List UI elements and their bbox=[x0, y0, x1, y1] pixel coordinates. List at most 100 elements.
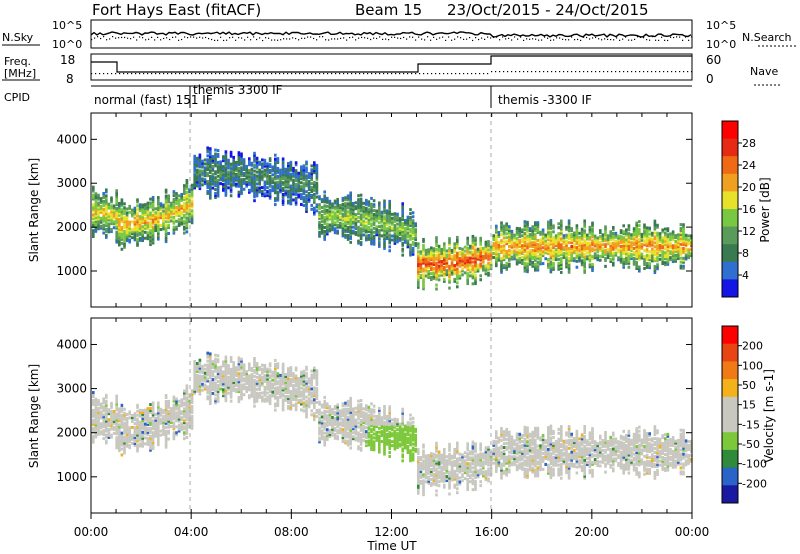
power-cell bbox=[531, 241, 534, 245]
velocity-cell bbox=[105, 411, 108, 415]
power-cell bbox=[508, 248, 511, 252]
power-cell bbox=[333, 199, 337, 203]
power-cell bbox=[573, 235, 576, 239]
power-cell bbox=[209, 190, 212, 194]
power-cell bbox=[227, 172, 230, 176]
power-cell bbox=[479, 264, 482, 268]
power-cell bbox=[690, 234, 693, 238]
power-cell bbox=[497, 248, 501, 252]
power-cell bbox=[645, 265, 649, 269]
power-cell bbox=[214, 164, 217, 168]
velocity-cell bbox=[185, 430, 189, 434]
power-cell bbox=[638, 233, 641, 237]
power-cell bbox=[297, 171, 300, 175]
power-cell bbox=[370, 202, 373, 206]
nsearch-point bbox=[307, 36, 309, 38]
power-cell bbox=[383, 237, 386, 241]
velocity-cell bbox=[144, 412, 147, 416]
power-cell bbox=[253, 193, 256, 197]
power-cell bbox=[531, 233, 534, 237]
nsearch-point bbox=[679, 36, 681, 38]
power-cell bbox=[547, 258, 550, 262]
power-cell bbox=[133, 206, 137, 210]
power-cell bbox=[648, 244, 651, 248]
velocity-cell bbox=[164, 435, 168, 439]
power-cell bbox=[310, 186, 313, 190]
power-cell bbox=[417, 285, 420, 289]
power-cell bbox=[94, 210, 98, 214]
power-cell bbox=[149, 225, 152, 229]
velocity-cell bbox=[141, 440, 144, 444]
power-cell bbox=[414, 230, 417, 234]
colorbar-segment bbox=[722, 279, 738, 298]
power-cell bbox=[401, 231, 404, 235]
power-cell bbox=[372, 199, 376, 203]
power-cell bbox=[536, 254, 540, 258]
power-cell bbox=[437, 244, 441, 248]
nsearch-point bbox=[313, 37, 315, 40]
power-cell bbox=[461, 257, 464, 261]
velocity-cell bbox=[172, 395, 176, 399]
velocity-cell bbox=[115, 412, 118, 416]
nsearch-point bbox=[130, 38, 132, 40]
power-cell bbox=[591, 229, 594, 233]
power-cell bbox=[422, 281, 425, 285]
velocity-cell bbox=[97, 420, 100, 424]
velocity-cell bbox=[206, 385, 209, 389]
power-cell bbox=[450, 268, 454, 272]
power-cell bbox=[671, 234, 675, 238]
power-cell bbox=[138, 219, 142, 223]
power-cell bbox=[380, 220, 384, 224]
power-cell bbox=[469, 258, 472, 262]
power-cell bbox=[266, 168, 269, 172]
power-cell bbox=[510, 235, 514, 239]
power-cell bbox=[222, 171, 225, 175]
power-cell bbox=[479, 248, 482, 252]
velocity-cell bbox=[185, 428, 189, 432]
power-cell bbox=[502, 250, 506, 254]
power-cell bbox=[487, 271, 490, 275]
velocity-cell bbox=[185, 396, 189, 400]
nsearch-point bbox=[361, 36, 363, 39]
power-cell bbox=[645, 240, 649, 244]
power-cell bbox=[508, 262, 511, 266]
power-cell bbox=[136, 233, 139, 237]
velocity-cell bbox=[209, 384, 212, 388]
power-cell bbox=[435, 261, 438, 265]
power-cell bbox=[149, 223, 152, 227]
power-cell bbox=[92, 231, 95, 235]
power-cell bbox=[417, 279, 420, 283]
velocity-cell bbox=[141, 414, 144, 418]
power-cell bbox=[237, 159, 241, 163]
nave-point bbox=[91, 73, 93, 75]
power-cell bbox=[250, 183, 254, 187]
power-cell bbox=[235, 166, 238, 170]
velocity-cell bbox=[123, 411, 126, 415]
velocity-cell bbox=[198, 360, 202, 364]
power-cell bbox=[567, 229, 571, 233]
power-cell bbox=[224, 158, 228, 162]
velocity-cell bbox=[118, 427, 121, 431]
power-cell bbox=[196, 160, 199, 164]
power-cell bbox=[242, 162, 246, 166]
power-cell bbox=[154, 207, 157, 211]
power-cell bbox=[505, 226, 508, 230]
power-cell bbox=[456, 277, 459, 281]
velocity-cell bbox=[118, 435, 121, 439]
power-cell bbox=[471, 260, 475, 264]
power-cell bbox=[209, 178, 212, 182]
power-cell bbox=[445, 259, 449, 263]
power-cell bbox=[388, 227, 391, 231]
power-cell bbox=[453, 254, 456, 258]
velocity-cell bbox=[183, 393, 186, 397]
power-cell bbox=[102, 219, 105, 223]
power-cell bbox=[354, 215, 358, 219]
power-cell bbox=[136, 243, 139, 247]
power-cell bbox=[211, 166, 215, 170]
power-cell bbox=[567, 251, 571, 255]
nave-point bbox=[359, 73, 361, 75]
power-cell bbox=[289, 174, 293, 178]
power-cell bbox=[474, 264, 477, 268]
power-cell bbox=[255, 182, 259, 186]
